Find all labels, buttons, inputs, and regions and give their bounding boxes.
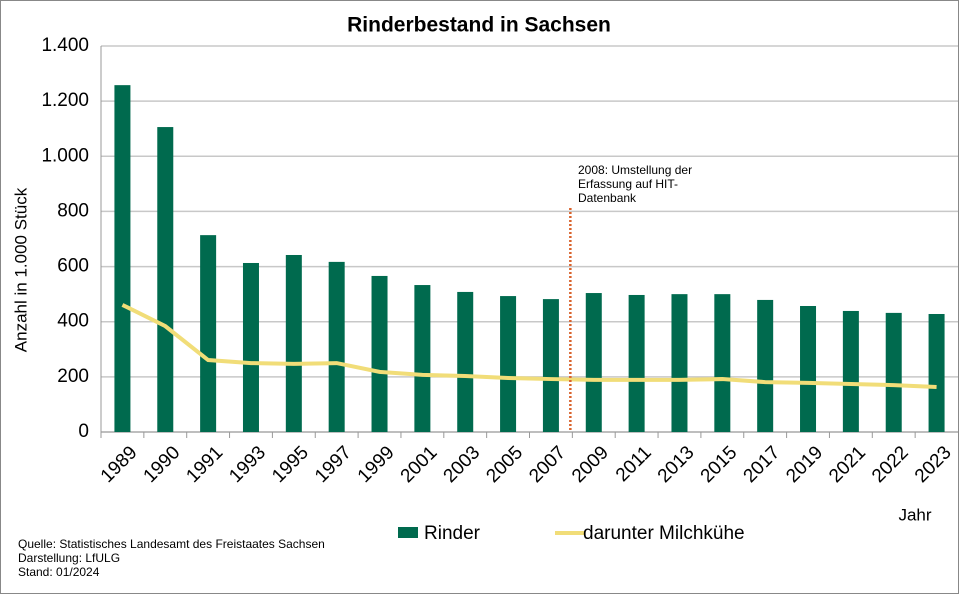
y-tick-label: 1.000 xyxy=(41,145,89,166)
legend-label: darunter Milchkühe xyxy=(583,523,745,544)
bar xyxy=(800,305,817,432)
line xyxy=(121,303,937,390)
source-text: Quelle: Statistisches Landesamt des Frei… xyxy=(18,537,325,551)
y-tick-label: 1.400 xyxy=(41,35,89,56)
bar xyxy=(542,299,559,432)
y-tick-label: 1.200 xyxy=(41,90,89,111)
y-tick-label: 800 xyxy=(57,200,89,221)
bar xyxy=(500,296,517,432)
bar xyxy=(714,294,731,432)
bar xyxy=(928,313,945,432)
bar xyxy=(671,294,688,432)
bar xyxy=(585,293,602,432)
annotation-text: Erfassung auf HIT- xyxy=(578,177,678,191)
bar xyxy=(371,275,388,432)
bar xyxy=(328,261,345,432)
annotation-text: Datenbank xyxy=(578,191,637,205)
chart-title: Rinderbestand in Sachsen xyxy=(347,14,611,37)
y-tick-label: 0 xyxy=(78,421,89,442)
annotation-text: 2008: Umstellung der xyxy=(578,163,692,177)
legend-swatch xyxy=(398,527,418,538)
bar xyxy=(285,254,302,432)
source-text: Stand: 01/2024 xyxy=(18,565,100,579)
source-text: Darstellung: LfULG xyxy=(18,551,120,565)
y-tick-label: 200 xyxy=(57,366,89,387)
bar xyxy=(457,291,474,432)
legend-label: Rinder xyxy=(424,523,481,544)
y-tick-label: 400 xyxy=(57,311,89,332)
bar xyxy=(242,262,259,432)
bar xyxy=(157,127,174,432)
bar xyxy=(200,235,217,432)
bar xyxy=(114,85,131,432)
bar xyxy=(628,294,645,432)
y-tick-label: 600 xyxy=(57,256,89,277)
bar xyxy=(414,285,431,432)
bar xyxy=(842,310,859,432)
x-axis-label: Jahr xyxy=(898,505,931,524)
bar xyxy=(885,312,902,432)
y-axis-label: Anzahl in 1.000 Stück xyxy=(11,187,30,352)
bar xyxy=(757,299,774,432)
